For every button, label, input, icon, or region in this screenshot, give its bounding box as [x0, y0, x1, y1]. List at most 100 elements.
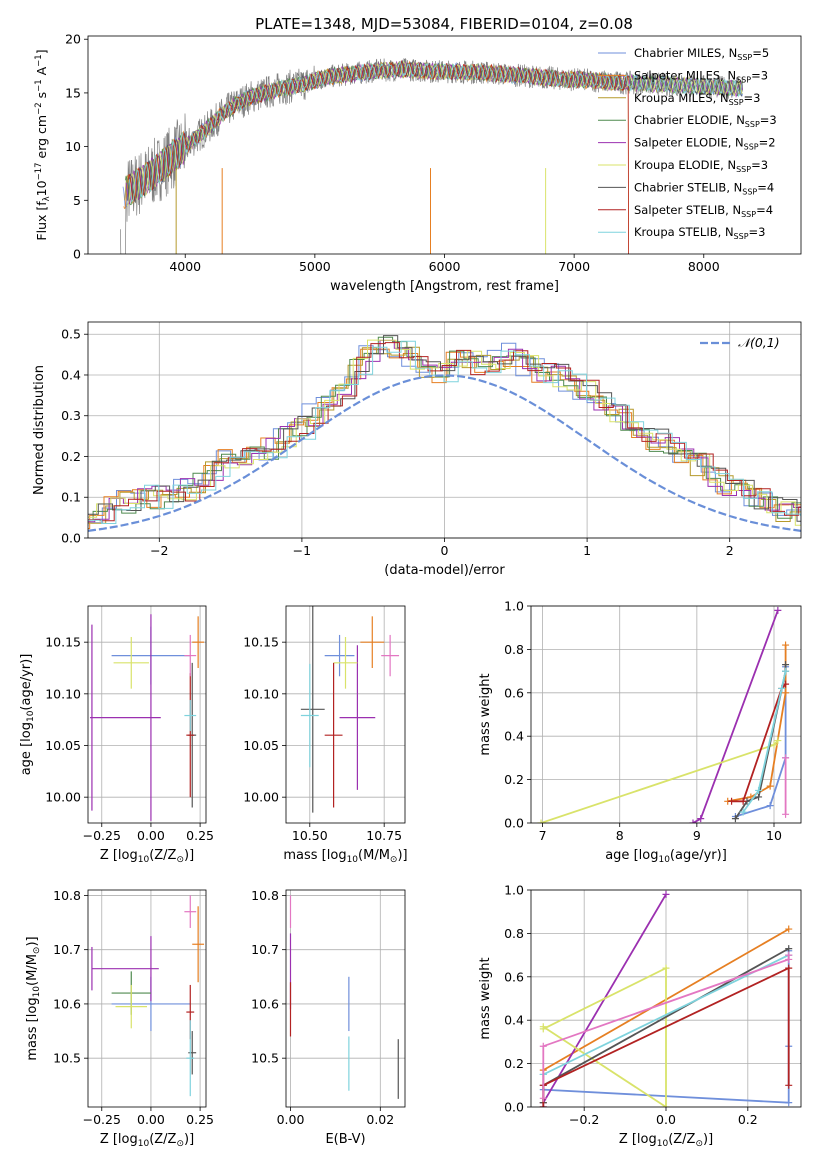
x-tick-label: 10	[766, 828, 782, 843]
y-tick-label: 0.5	[61, 327, 81, 342]
axes-frame	[87, 35, 802, 255]
y-tick-label: 0.6	[504, 685, 524, 700]
mass-weight-line	[731, 683, 787, 803]
histogram-step-line	[88, 348, 801, 530]
model-spectrum-line	[125, 60, 743, 205]
mass-vs-extinction-plot: 0.00 0.02 10.5 10.6 10.7 10.8 E(B-V)	[251, 888, 406, 1147]
mass-weight-marker	[662, 964, 670, 972]
y-label-sub: 10	[26, 710, 36, 722]
plot-area	[89, 614, 205, 821]
mass-weight-line	[542, 954, 790, 1076]
plot-area	[91, 895, 205, 1097]
x-axis-label: Z [log10(Z/Z⊙)]	[100, 1132, 194, 1149]
y-label-part: Flux [f	[34, 201, 49, 241]
x-label-part: )]	[184, 848, 194, 863]
legend-n-value: =4	[756, 203, 773, 217]
y-tick-label: 0.8	[504, 642, 524, 657]
legend-entry: Kroupa MILES, NSSP=3	[634, 91, 761, 107]
x-axis-label: Z [log10(Z/Z⊙)]	[619, 1132, 713, 1149]
y-tick-label: 0.2	[61, 449, 81, 464]
legend-name: Chabrier MILES,	[634, 46, 729, 60]
y-tick-label: 0.1	[61, 490, 81, 505]
mass-weight-marker	[782, 667, 790, 675]
y-tick-label: 15	[65, 85, 81, 100]
y-axis-label: mass weight	[478, 957, 493, 1039]
mass-weight-marker	[539, 1094, 547, 1102]
mass-weight-marker	[785, 925, 793, 933]
x-axis-label: mass [log10(M/M⊙)]	[283, 848, 407, 865]
axes-frame	[530, 889, 802, 1108]
x-label-part: (Z/Z	[149, 1132, 176, 1147]
y-label-part: A	[34, 66, 49, 79]
x-label-sub: 10	[138, 1139, 150, 1149]
mass-weight-marker	[782, 661, 790, 669]
x-tick-label: 0	[441, 543, 449, 558]
x-tick-label: 0.2	[738, 1112, 758, 1127]
x-tick-label: 0.25	[186, 828, 214, 843]
x-axis-label: wavelength [Angstrom, rest frame]	[330, 279, 559, 294]
x-tick-label: 1	[583, 543, 591, 558]
plot-area	[300, 606, 400, 813]
legend-n-sub: SSP	[736, 75, 751, 84]
x-label-part: )]	[397, 848, 407, 863]
x-tick-label: 5000	[299, 259, 331, 274]
y-label-part: )]	[25, 936, 40, 946]
y-tick-label: 0.4	[61, 367, 81, 382]
legend-entry: Chabrier STELIB, NSSP=4	[634, 180, 774, 196]
mass-weight-marker	[766, 802, 774, 810]
legend-n: N	[727, 68, 736, 82]
y-tick-label: 10.8	[251, 888, 279, 903]
y-tick-label: 10.10	[45, 686, 81, 701]
x-tick-label: −0.2	[569, 1112, 599, 1127]
y-tick-label: 0	[73, 247, 81, 262]
legend-n-sub: SSP	[741, 210, 756, 219]
x-tick-label: 0.00	[137, 1112, 165, 1127]
legend-n-sub: SSP	[737, 53, 752, 62]
mass-weight-marker	[739, 808, 747, 816]
y-label-part: mass [log	[25, 997, 40, 1060]
legend-n-value: =3	[760, 113, 777, 127]
legend-n-value: =3	[744, 91, 761, 105]
axes-frame	[87, 321, 802, 539]
model-spectrum-line	[127, 60, 743, 204]
y-tick-label: 1.0	[504, 599, 524, 614]
y-tick-label: 10.00	[45, 790, 81, 805]
plot-area	[539, 890, 793, 1107]
axes-frame	[87, 605, 207, 824]
x-tick-label: 0.02	[366, 1112, 394, 1127]
x-label-part: (Z/Z	[668, 1132, 695, 1147]
y-tick-label: 10.5	[251, 1051, 279, 1066]
mass-weight-marker	[539, 1103, 547, 1107]
legend-name: Salpeter STELIB,	[634, 203, 732, 217]
axes-frame	[87, 889, 207, 1108]
legend-entry: 𝒩(0,1)	[738, 335, 780, 350]
legend-name: Kroupa MILES,	[634, 91, 720, 105]
axes-frame	[530, 605, 802, 824]
legend-n-sub: SSP	[742, 187, 757, 196]
x-label-part: mass [log	[283, 848, 346, 863]
x-axis-label: E(B-V)	[325, 1132, 365, 1147]
x-label-sub: 10	[657, 1139, 669, 1149]
histogram-step-line	[88, 339, 801, 523]
x-label-part: (M/M	[358, 848, 390, 863]
y-label-part: (M/M	[25, 954, 40, 986]
y-label-part: 10	[34, 180, 49, 196]
x-tick-label: −0.25	[83, 1112, 121, 1127]
mass-weight-marker	[766, 782, 774, 790]
y-tick-label: 10.6	[251, 996, 279, 1011]
legend-n-value: =2	[759, 136, 776, 150]
mass-weight-line	[692, 609, 779, 823]
mass-weight-marker	[785, 951, 793, 959]
mass-weight-marker	[785, 964, 793, 972]
y-tick-label: 10.05	[243, 738, 279, 753]
y-tick-label: 0.6	[504, 969, 524, 984]
legend-entry: Salpeter ELODIE, NSSP=2	[634, 136, 776, 152]
mass-weight-line	[735, 666, 787, 818]
y-tick-label: 10.05	[45, 738, 81, 753]
y-axis-label: Normed distribution	[32, 365, 47, 495]
axes-frame	[285, 605, 406, 824]
plot-area	[88, 335, 801, 532]
model-spectrum-line	[123, 60, 629, 254]
